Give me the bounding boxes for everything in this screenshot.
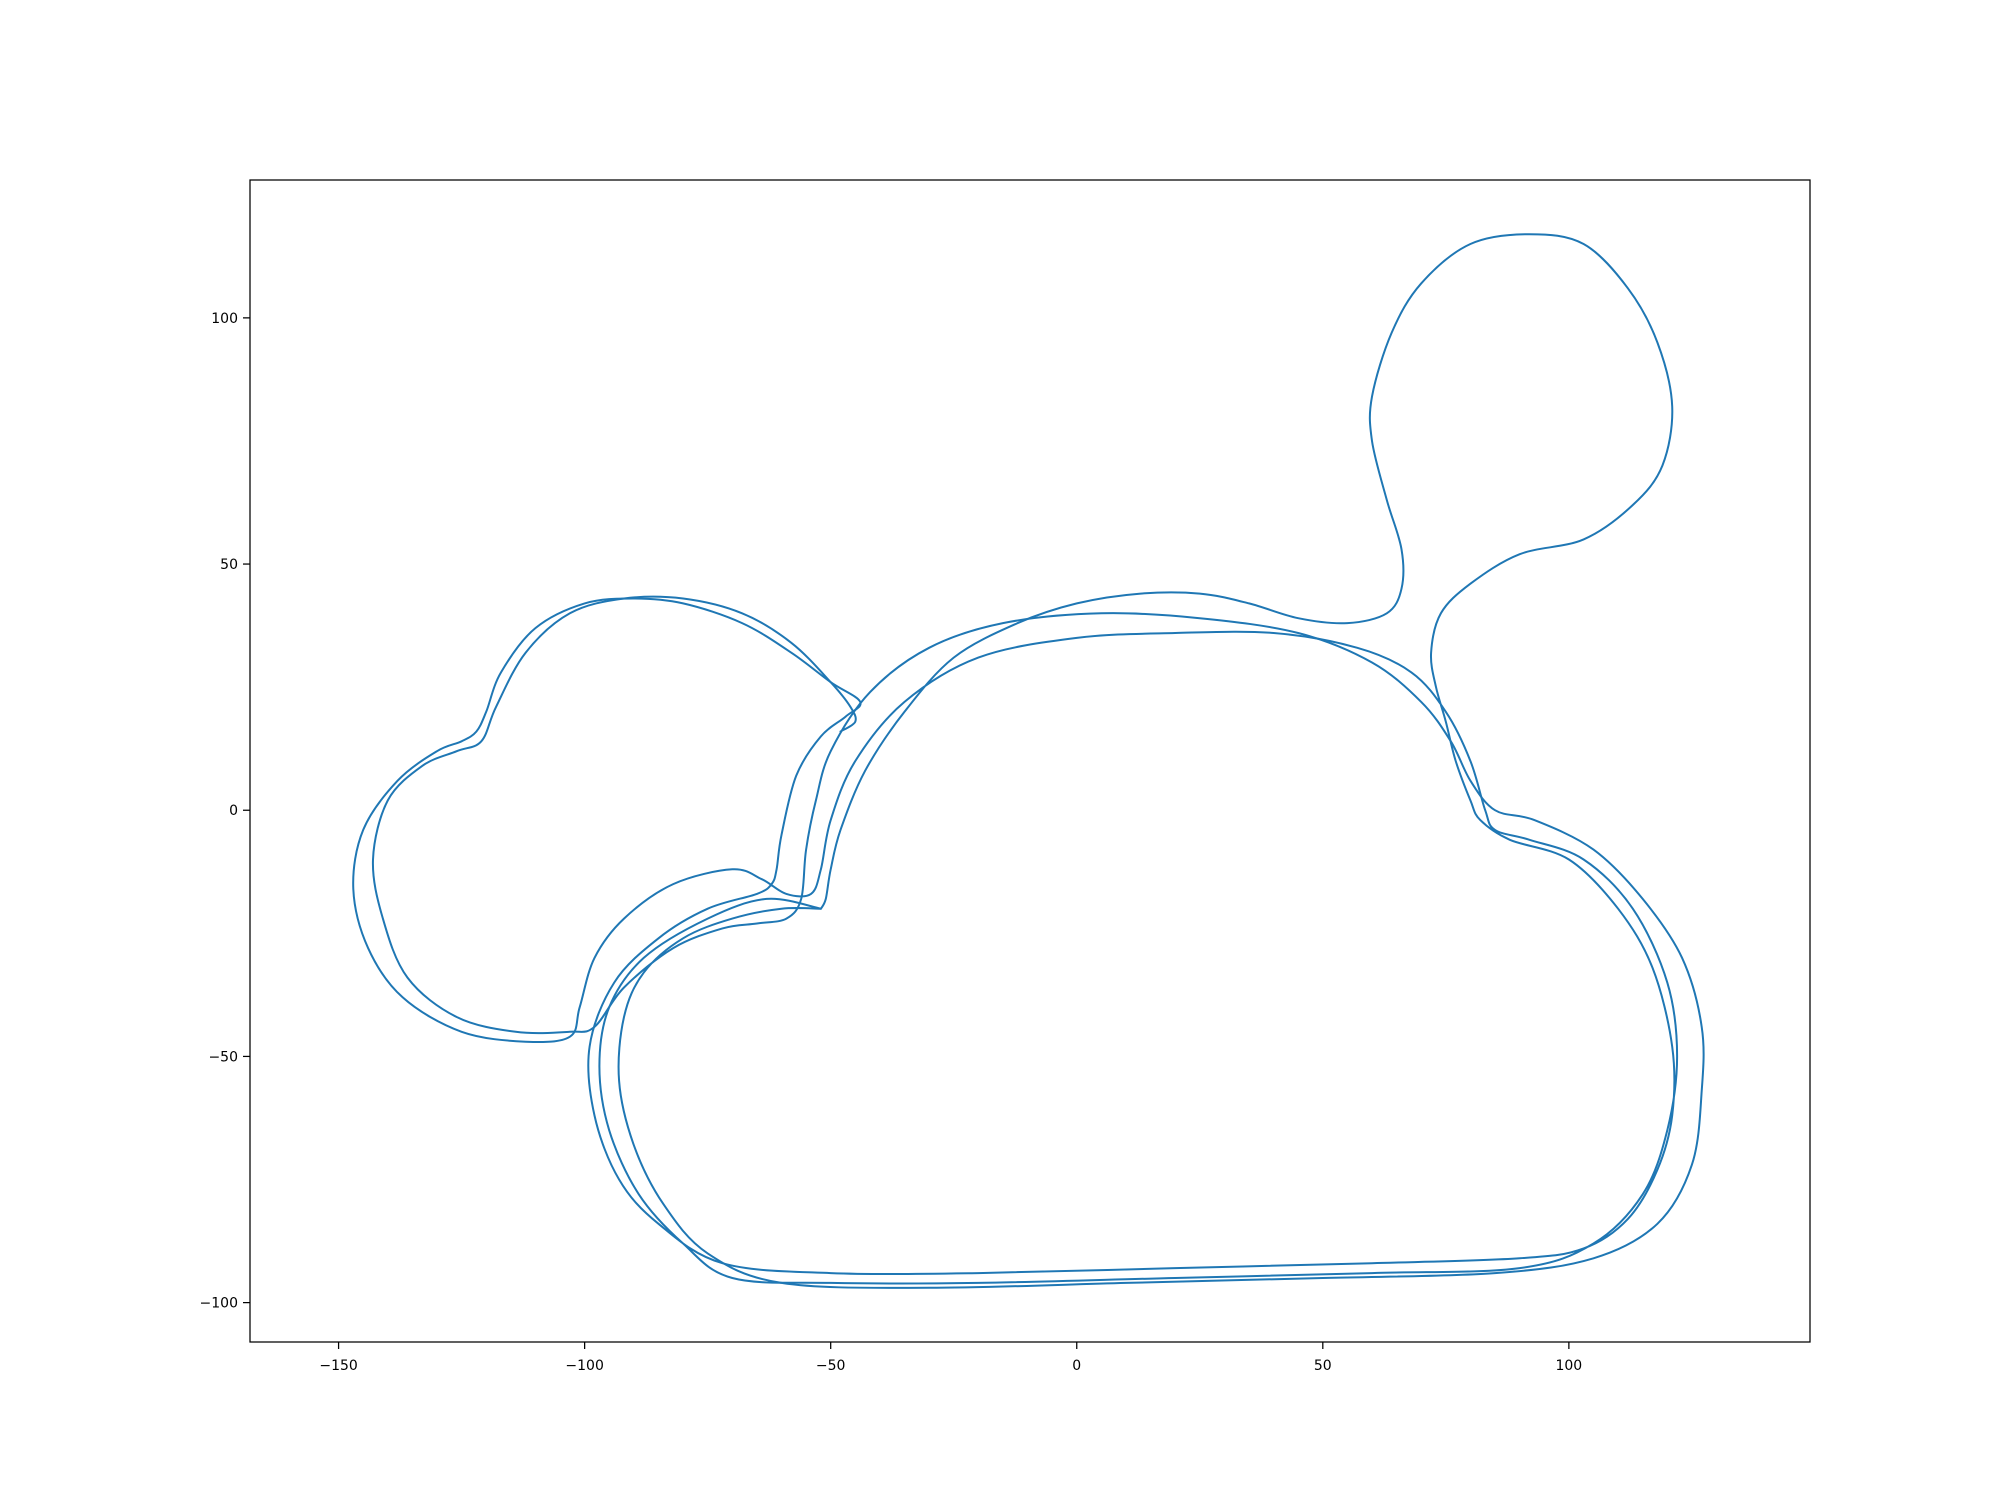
- y-tick-label: −50: [208, 1049, 238, 1065]
- x-tick-label: 100: [1555, 1358, 1582, 1374]
- axes-frame: [249, 179, 1811, 1343]
- y-tick-label: −100: [200, 1296, 238, 1312]
- y-tick-label: 0: [229, 803, 238, 819]
- x-tick-label: 50: [1314, 1358, 1332, 1374]
- x-tick-label: −100: [565, 1358, 603, 1374]
- x-tick-label: −50: [816, 1358, 846, 1374]
- y-axis-ticks: −100 −50 0 50 100: [200, 311, 250, 1312]
- x-axis-ticks: −150 −100 −50 0 50 100: [319, 1342, 1582, 1374]
- y-tick-label: 100: [211, 311, 238, 327]
- x-tick-label: −150: [319, 1358, 357, 1374]
- series-layer: [352, 233, 1705, 1289]
- series-line-2: [371, 595, 1705, 1289]
- x-tick-label: 0: [1072, 1358, 1081, 1374]
- y-tick-label: 50: [220, 557, 238, 573]
- series-line-1: [352, 233, 1679, 1285]
